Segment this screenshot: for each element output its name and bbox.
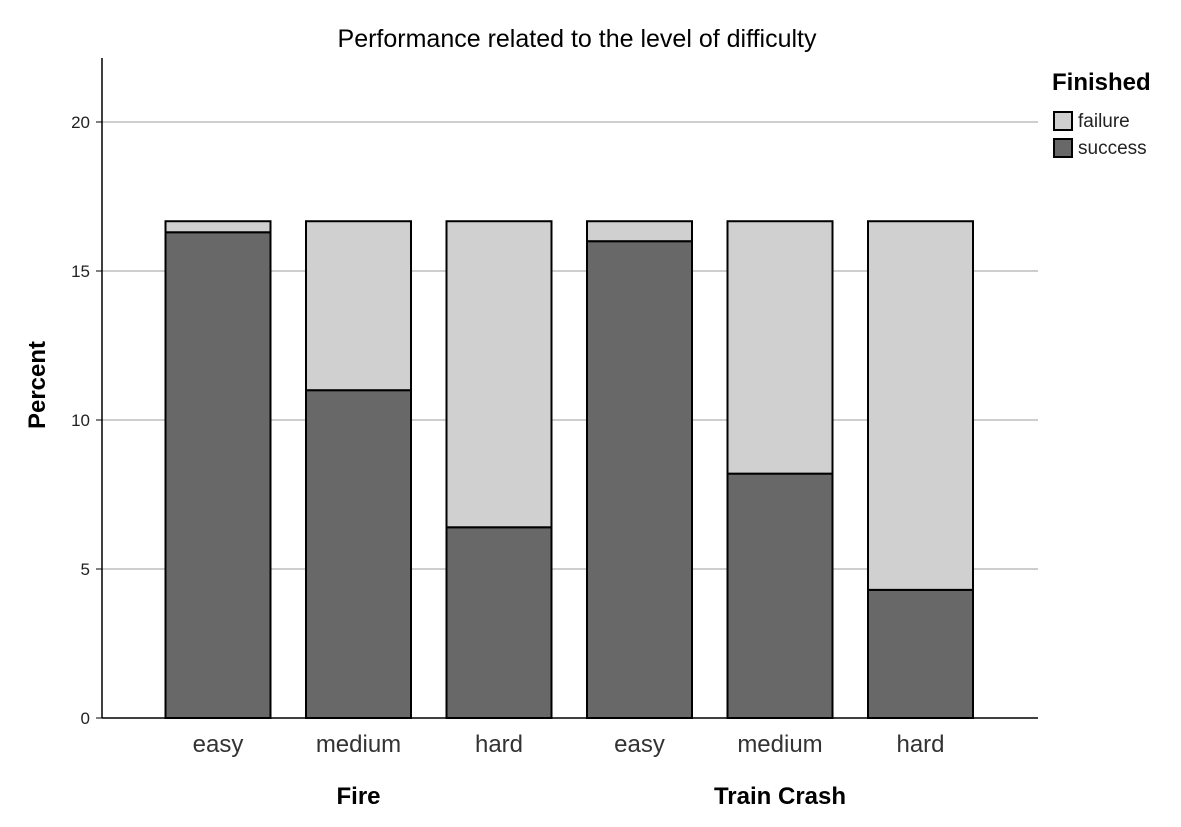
bar-failure <box>867 220 974 591</box>
bar-success <box>867 588 974 719</box>
legend-label-failure: failure <box>1078 111 1130 132</box>
y-tick-label: 0 <box>81 709 90 728</box>
y-tick-label: 10 <box>71 411 90 430</box>
x-group-label: Fire <box>336 783 380 810</box>
bar-success <box>586 240 693 719</box>
x-category-labels: easy medium hard easy medium hard <box>193 731 945 758</box>
x-category-label: easy <box>614 731 665 758</box>
y-tick-label: 15 <box>71 262 90 281</box>
y-axis-label: Percent <box>24 341 51 429</box>
y-tick-labels: 0 5 10 15 20 <box>71 113 102 728</box>
bar-failure <box>445 220 553 529</box>
bar-failure <box>164 220 272 234</box>
x-group-label: Train Crash <box>714 783 846 810</box>
x-category-label: medium <box>737 731 822 758</box>
y-tick-label: 5 <box>81 560 90 579</box>
bar-failure <box>586 220 693 243</box>
legend-swatch-success <box>1053 138 1073 158</box>
x-category-label: hard <box>896 731 944 758</box>
bar-success <box>445 526 553 720</box>
x-category-label: easy <box>193 731 244 758</box>
legend-title: Finished <box>1052 69 1151 96</box>
bar-success <box>164 231 272 719</box>
y-tick-label: 20 <box>71 113 90 132</box>
x-category-label: hard <box>475 731 523 758</box>
legend: Finished failure success <box>1052 69 1151 159</box>
bar-success <box>726 472 834 720</box>
x-group-labels: Fire Train Crash <box>336 783 846 810</box>
bar-failure <box>726 220 834 475</box>
bars <box>164 220 974 720</box>
legend-label-success: success <box>1078 138 1147 159</box>
legend-swatch-failure <box>1053 111 1073 131</box>
bar-success <box>305 389 412 719</box>
x-category-label: medium <box>316 731 401 758</box>
chart-title: Performance related to the level of diff… <box>338 25 817 53</box>
bar-failure <box>305 220 412 392</box>
